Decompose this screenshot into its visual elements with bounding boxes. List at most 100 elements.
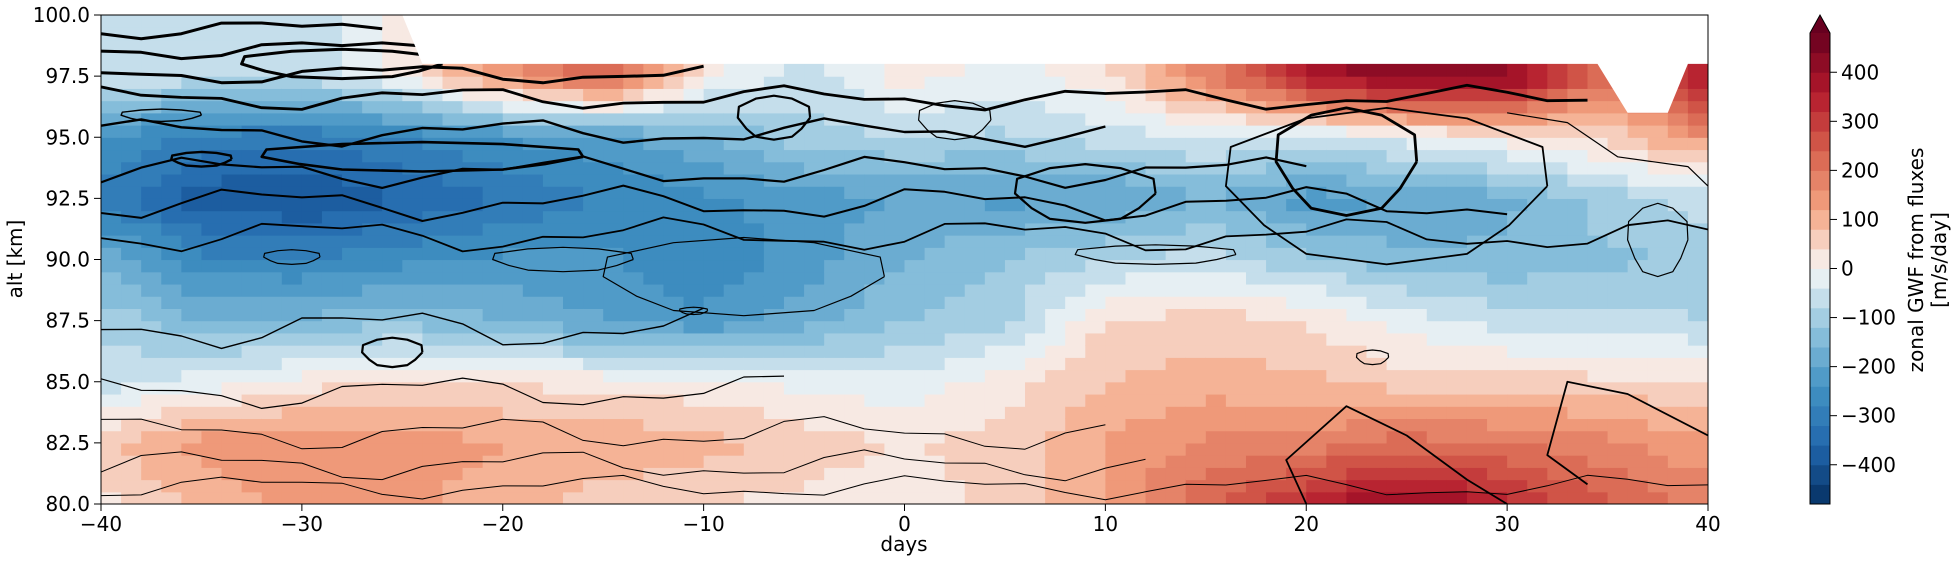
heat-cell [1406, 479, 1428, 493]
heat-cell [783, 137, 805, 151]
heat-cell [1507, 418, 1528, 432]
heat-cell [1446, 161, 1468, 175]
heat-cell [141, 467, 162, 481]
heat-cell [1245, 393, 1267, 407]
heat-cell [1025, 467, 1046, 481]
heat-cell [1446, 63, 1468, 77]
heat-cell [522, 467, 544, 481]
heat-cell [1025, 235, 1046, 248]
heat-cell [944, 491, 966, 504]
heat-cell [844, 332, 865, 346]
heat-cell [362, 381, 383, 395]
heat-cell [703, 137, 725, 151]
heat-cell [643, 308, 665, 322]
heat-cell [1145, 418, 1167, 432]
heat-cell [1205, 296, 1227, 309]
heat-cell [261, 406, 283, 420]
heat-cell [603, 345, 624, 358]
heat-cell [241, 259, 263, 273]
heat-cell [281, 112, 303, 126]
heat-cell [1286, 308, 1307, 322]
heat-cell [241, 27, 263, 41]
heat-cell [482, 430, 504, 444]
heat-cell [1065, 357, 1086, 371]
heat-cell [1085, 369, 1106, 383]
heat-cell [1446, 296, 1468, 309]
heat-cell [542, 406, 564, 420]
heat-cell [1627, 442, 1649, 456]
heat-cell [1045, 345, 1066, 358]
heat-cell [944, 76, 966, 89]
heat-cell [181, 235, 203, 248]
heat-cell [864, 418, 886, 432]
contour-line [101, 449, 1146, 482]
heat-cell [1245, 479, 1267, 493]
heat-cell [1286, 393, 1307, 407]
heat-cell [683, 173, 705, 187]
heat-cell [563, 296, 584, 309]
heat-cell [101, 467, 122, 481]
heat-cell [1406, 345, 1428, 358]
heat-cell [984, 345, 1006, 358]
heat-cell [1386, 308, 1408, 322]
heat-cell [422, 137, 444, 151]
heat-cell [1466, 455, 1488, 468]
heat-cell [261, 88, 283, 102]
heat-cell [181, 88, 203, 102]
heat-cell [1105, 222, 1127, 236]
heat-cell [1145, 235, 1167, 248]
y-tick-label: 92.5 [45, 186, 90, 210]
heat-cell [783, 259, 805, 273]
heat-cell [1326, 283, 1348, 297]
heat-cell [101, 76, 122, 89]
heat-cell [121, 125, 142, 138]
heat-cell [1165, 332, 1187, 346]
heat-cell [442, 259, 464, 273]
heat-cell [763, 149, 785, 163]
heat-cell [1205, 76, 1227, 89]
heat-cell [1627, 198, 1649, 212]
heat-cell [1547, 308, 1568, 322]
heat-cell [1667, 125, 1689, 138]
heat-cell [1205, 369, 1227, 383]
heat-cell [1065, 149, 1086, 163]
heat-cell [984, 369, 1006, 383]
heat-cell [1045, 393, 1066, 407]
heat-cell [1025, 247, 1046, 261]
heat-cell [1125, 137, 1147, 151]
heat-cell [1205, 467, 1227, 481]
heat-cell [201, 27, 223, 41]
heat-cell [1185, 369, 1207, 383]
heat-cell [1487, 259, 1508, 273]
heat-cell [904, 173, 926, 187]
heat-cell [482, 308, 504, 322]
heat-cell [1547, 247, 1568, 261]
heat-cell [844, 308, 865, 322]
heat-cell [1346, 112, 1368, 126]
heat-cell [1306, 381, 1327, 395]
heat-cell [643, 259, 665, 273]
heat-cell [1406, 112, 1428, 126]
heat-cell [1145, 125, 1167, 138]
heat-cell [583, 381, 604, 395]
heat-cell [1185, 442, 1207, 456]
heat-cell [241, 283, 263, 297]
heat-cell [1185, 271, 1207, 285]
heat-cell [1587, 406, 1609, 420]
heat-cell [442, 198, 464, 212]
heat-cell [1527, 271, 1548, 285]
heat-cell [1466, 112, 1488, 126]
heat-cell [1667, 406, 1689, 420]
heat-cell [542, 296, 564, 309]
heat-cell [101, 357, 122, 371]
heat-cell [1145, 198, 1167, 212]
heat-cell [1366, 381, 1388, 395]
heat-cell [1045, 491, 1066, 504]
heat-cell [1225, 369, 1247, 383]
heat-cell [804, 149, 825, 163]
heat-cell [402, 149, 423, 163]
heat-cell [301, 235, 323, 248]
heat-cell [944, 112, 966, 126]
heat-cell [1245, 283, 1267, 297]
colorbar-tick-label: 300 [1841, 109, 1879, 133]
